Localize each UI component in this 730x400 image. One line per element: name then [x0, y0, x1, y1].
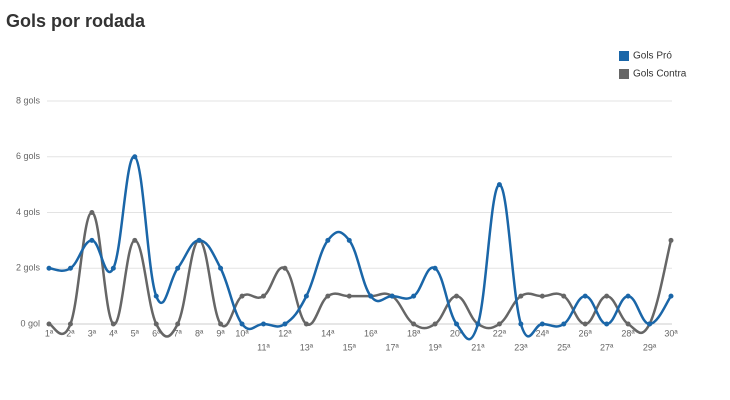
- point: [110, 321, 116, 327]
- point: [432, 321, 438, 327]
- x-tick-label: 10ª: [235, 328, 249, 338]
- x-tick-label: 29ª: [643, 342, 657, 352]
- legend-swatch: [619, 51, 629, 61]
- point: [239, 293, 245, 299]
- point: [518, 293, 524, 299]
- point: [496, 321, 502, 327]
- point: [46, 321, 52, 327]
- x-tick-label: 22ª: [493, 328, 507, 338]
- x-tick-label: 6ª: [152, 328, 161, 338]
- point: [282, 321, 288, 327]
- x-tick-label: 1ª: [45, 328, 54, 338]
- x-tick-label: 19ª: [428, 342, 442, 352]
- point: [89, 210, 95, 215]
- point: [539, 293, 545, 299]
- x-tick-label: 24ª: [536, 328, 550, 338]
- x-tick-label: 4ª: [109, 328, 118, 338]
- x-tick-label: 9ª: [216, 328, 225, 338]
- legend-swatch: [619, 69, 629, 79]
- point: [389, 293, 395, 299]
- point: [239, 321, 245, 327]
- point: [153, 293, 159, 299]
- point: [346, 293, 352, 299]
- point: [325, 293, 331, 299]
- x-tick-label: 21ª: [471, 342, 485, 352]
- point: [110, 265, 116, 271]
- point: [411, 321, 417, 327]
- point: [582, 293, 588, 299]
- y-tick-label: 4 gols: [16, 207, 41, 217]
- x-tick-label: 11ª: [257, 342, 270, 352]
- point: [260, 293, 266, 299]
- x-tick-label: 2ª: [66, 328, 75, 338]
- x-tick-label: 30ª: [664, 328, 678, 338]
- legend-label: Gols Pró: [633, 51, 672, 62]
- point: [153, 321, 159, 327]
- y-tick-label: 0 gol: [20, 318, 40, 328]
- legend-label: Gols Contra: [633, 69, 687, 80]
- point: [625, 321, 631, 327]
- x-tick-label: 7ª: [174, 328, 183, 338]
- point: [454, 293, 460, 299]
- x-tick-label: 14ª: [321, 328, 335, 338]
- point: [561, 293, 567, 299]
- y-tick-label: 8 gols: [16, 95, 41, 105]
- point: [604, 321, 610, 327]
- point: [218, 265, 224, 271]
- x-tick-label: 16ª: [364, 328, 378, 338]
- point: [132, 237, 138, 243]
- x-tick-label: 25ª: [557, 342, 571, 352]
- point: [604, 293, 610, 299]
- x-tick-label: 8ª: [195, 328, 204, 338]
- x-tick-label: 15ª: [343, 342, 357, 352]
- point: [647, 321, 653, 327]
- point: [432, 265, 438, 271]
- x-tick-label: 20ª: [450, 328, 464, 338]
- point: [475, 321, 481, 327]
- point: [582, 321, 588, 327]
- x-tick-label: 23ª: [514, 342, 528, 352]
- y-tick-label: 6 gols: [16, 151, 41, 161]
- point: [454, 321, 460, 327]
- point: [46, 265, 52, 271]
- x-tick-label: 17ª: [386, 342, 400, 352]
- x-tick-label: 27ª: [600, 342, 614, 352]
- y-tick-label: 2 gols: [16, 263, 41, 273]
- x-tick-label: 13ª: [300, 342, 314, 352]
- x-tick-label: 18ª: [407, 328, 421, 338]
- point: [67, 321, 73, 327]
- x-tick-label: 26ª: [579, 328, 593, 338]
- x-tick-label: 3ª: [88, 328, 97, 338]
- point: [89, 237, 95, 243]
- point: [282, 265, 288, 271]
- point: [561, 321, 567, 327]
- point: [518, 321, 524, 327]
- point: [496, 182, 502, 188]
- x-tick-label: 28ª: [621, 328, 635, 338]
- series-line: [48, 211, 673, 338]
- series-line: [48, 155, 673, 341]
- point: [625, 293, 631, 299]
- point: [303, 293, 309, 299]
- point: [325, 237, 331, 243]
- point: [668, 293, 674, 299]
- point: [539, 321, 545, 327]
- point: [175, 265, 181, 271]
- point: [668, 237, 674, 243]
- point: [260, 321, 266, 327]
- point: [346, 237, 352, 243]
- point: [411, 293, 417, 299]
- point: [175, 321, 181, 327]
- point: [67, 265, 73, 271]
- chart-title: Gols por rodada: [6, 11, 146, 31]
- point: [368, 293, 374, 299]
- point: [132, 154, 138, 160]
- point: [196, 237, 202, 243]
- x-tick-label: 12ª: [278, 328, 292, 338]
- point: [218, 321, 224, 327]
- x-tick-label: 5ª: [131, 328, 140, 338]
- point: [303, 321, 309, 327]
